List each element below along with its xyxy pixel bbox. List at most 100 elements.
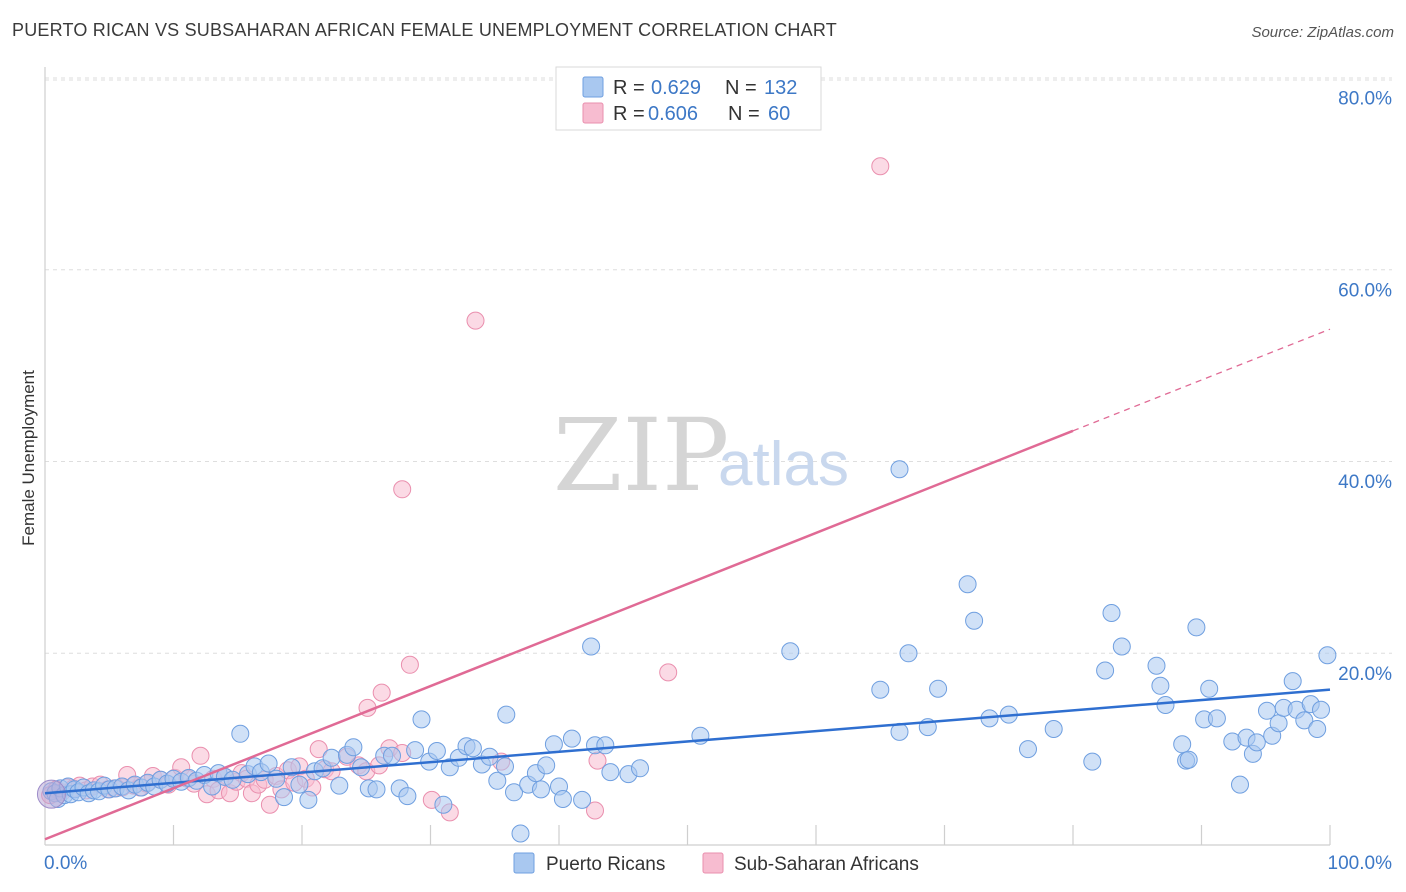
- trend-line-puerto-ricans: [44, 688, 1331, 795]
- point-puerto-ricans: [1083, 752, 1102, 771]
- point-puerto-ricans: [231, 724, 250, 743]
- point-puerto-ricans: [267, 769, 286, 788]
- point-subsaharan-africans: [659, 663, 678, 682]
- point-puerto-ricans: [1207, 709, 1226, 728]
- point-subsaharan-africans: [309, 740, 328, 759]
- bottom-legend: Puerto Ricans Sub-Saharan Africans: [513, 852, 919, 875]
- point-puerto-ricans: [1044, 720, 1063, 738]
- legend-r-label-1: R =: [613, 77, 645, 99]
- y-tick-label: 60.0%: [1338, 280, 1392, 301]
- point-subsaharan-africans: [586, 801, 604, 820]
- point-puerto-ricans: [1179, 750, 1198, 769]
- point-puerto-ricans: [330, 776, 349, 795]
- trend-line-subsaharan-extension: [1072, 328, 1331, 432]
- y-tick-label: 80.0%: [1338, 89, 1392, 110]
- trend-lines: [44, 328, 1331, 841]
- x-tick-label-max: 100.0%: [1328, 853, 1393, 874]
- legend-n-label-1: N =: [725, 77, 757, 99]
- point-puerto-ricans: [290, 775, 309, 794]
- bottom-legend-label-subsaharan: Sub-Saharan Africans: [734, 854, 919, 875]
- point-puerto-ricans: [573, 790, 592, 809]
- point-puerto-ricans: [463, 739, 482, 758]
- legend-n-value-1: 132: [764, 77, 797, 99]
- point-puerto-ricans: [1283, 672, 1302, 691]
- point-subsaharan-africans: [466, 311, 485, 330]
- x-axis-ticks: [172, 825, 1331, 845]
- point-puerto-ricans: [544, 735, 563, 754]
- point-puerto-ricans: [965, 611, 984, 630]
- trend-line-subsaharan-africans: [44, 429, 1074, 841]
- point-puerto-ricans: [1247, 733, 1266, 752]
- point-puerto-ricans: [1147, 656, 1166, 675]
- legend-r-value-1: 0.629: [651, 77, 701, 99]
- point-puerto-ricans: [582, 637, 601, 656]
- point-puerto-ricans: [537, 756, 556, 775]
- point-subsaharan-africans: [393, 480, 412, 499]
- point-puerto-ricans: [553, 790, 572, 808]
- y-axis-title: Female Unemployment: [19, 370, 38, 546]
- point-puerto-ricans: [1312, 700, 1330, 719]
- point-subsaharan-africans: [372, 683, 391, 702]
- point-puerto-ricans: [275, 788, 293, 807]
- point-puerto-ricans: [497, 705, 516, 724]
- point-puerto-ricans: [1019, 740, 1037, 759]
- point-puerto-ricans: [1269, 714, 1288, 733]
- point-puerto-ricans: [505, 783, 523, 802]
- bottom-legend-swatch-puerto-ricans: [513, 852, 535, 874]
- point-puerto-ricans: [601, 763, 620, 782]
- point-puerto-ricans: [406, 741, 425, 760]
- point-puerto-ricans: [871, 680, 890, 699]
- y-tick-label: 40.0%: [1338, 472, 1392, 493]
- point-puerto-ricans: [596, 736, 615, 755]
- gridlines: [45, 77, 1392, 654]
- point-puerto-ricans: [1102, 604, 1121, 622]
- watermark-zip: ZIP: [553, 397, 729, 514]
- point-puerto-ricans: [383, 746, 401, 765]
- point-puerto-ricans: [1151, 676, 1170, 695]
- legend-r-label-2: R =: [613, 103, 645, 125]
- chart-title: PUERTO RICAN VS SUBSAHARAN AFRICAN FEMAL…: [12, 20, 837, 40]
- point-puerto-ricans: [532, 780, 550, 799]
- legend-r-value-2: 0.606: [648, 103, 698, 125]
- point-subsaharan-africans: [871, 157, 890, 176]
- point-puerto-ricans: [929, 679, 948, 698]
- point-puerto-ricans: [1096, 661, 1115, 680]
- chart-source: Source: ZipAtlas.com: [1251, 24, 1394, 41]
- point-puerto-ricans: [488, 771, 507, 790]
- point-puerto-ricans: [344, 738, 363, 757]
- point-puerto-ricans: [367, 780, 386, 799]
- legend-swatch-subsaharan: [582, 102, 604, 124]
- x-tick-label-min: 0.0%: [44, 853, 87, 874]
- legend-n-value-2: 60: [768, 103, 790, 125]
- legend-n-label-2: N =: [728, 103, 760, 125]
- bottom-legend-swatch-subsaharan: [702, 852, 724, 874]
- point-puerto-ricans: [259, 754, 278, 773]
- point-puerto-ricans: [781, 642, 800, 661]
- point-puerto-ricans: [282, 758, 301, 777]
- point-puerto-ricans: [434, 795, 453, 814]
- point-subsaharan-africans: [260, 795, 279, 814]
- y-tick-labels: 20.0% 40.0% 60.0% 80.0%: [1338, 89, 1392, 685]
- point-puerto-ricans: [631, 759, 649, 778]
- point-puerto-ricans: [412, 710, 431, 729]
- point-puerto-ricans: [562, 729, 581, 748]
- y-tick-label: 20.0%: [1338, 664, 1392, 685]
- point-subsaharan-africans: [400, 655, 419, 674]
- legend-swatch-puerto-ricans: [582, 76, 604, 98]
- point-puerto-ricans: [322, 748, 341, 767]
- point-puerto-ricans: [511, 824, 530, 843]
- point-puerto-ricans: [1112, 637, 1131, 656]
- point-puerto-ricans: [890, 460, 909, 479]
- point-puerto-ricans: [299, 790, 318, 809]
- top-legend: R = 0.629 N = 132 R = 0.606 N = 60: [555, 66, 822, 131]
- point-puerto-ricans: [398, 787, 417, 806]
- point-puerto-ricans: [1295, 711, 1314, 730]
- point-puerto-ricans: [958, 575, 977, 594]
- point-subsaharan-africans: [191, 746, 210, 765]
- point-cluster-origin: [36, 779, 66, 809]
- point-puerto-ricans: [1173, 735, 1192, 754]
- point-puerto-ricans: [1231, 775, 1249, 794]
- point-puerto-ricans: [1318, 646, 1337, 665]
- point-puerto-ricans: [1308, 720, 1327, 738]
